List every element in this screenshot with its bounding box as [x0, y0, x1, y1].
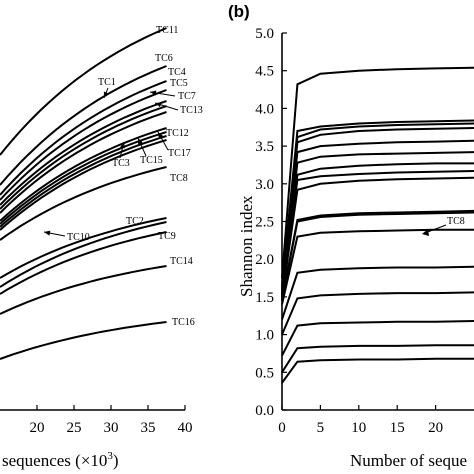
panel-a-line-tc5: [0, 89, 167, 201]
panel-b-y-tick-label: 4.0: [255, 101, 274, 117]
panel-b-y-tick-label: 4.5: [255, 64, 274, 80]
panel-b-line-17: [281, 357, 474, 384]
panel-b-x-tick-label: 0: [278, 420, 286, 436]
panel-a-line-tc9: [0, 231, 167, 295]
panel-b-y-axis-title: Shannon index: [237, 195, 256, 297]
panel-a-arrowhead-tc7: [150, 90, 157, 96]
panel-a-line-tc10: [0, 217, 167, 279]
panel-b-annotation-arrowhead: [422, 229, 429, 236]
panel-b-y-tick-label: 3.0: [255, 177, 274, 193]
panel-b-line-5: [281, 139, 474, 293]
panel-a-line-tc4: [0, 80, 167, 196]
panel-a-series-label-tc2: TC2: [126, 216, 144, 227]
panel-b-x-tick-label: 10: [351, 420, 366, 436]
panel-b-line-3: [281, 122, 474, 289]
panel-b-y-tick-label: 0.0: [255, 403, 274, 419]
panel-b-x-tick-label: 5: [317, 420, 325, 436]
panel-a-series-label-tc13: TC13: [180, 105, 203, 116]
panel-a-arrowhead-tc3: [120, 142, 125, 149]
panel-b-y-tick-label: 1.0: [255, 328, 274, 344]
panel-a-series-label-tc8: TC8: [170, 173, 188, 184]
panel-a-series-label-tc3: TC3: [112, 158, 130, 169]
panel-b-line-11: [281, 211, 474, 302]
panel-a-line-tc17: [0, 139, 167, 231]
panel-b-axes: 0.0 0.5 1.0 1.5 2.0 2.5 3.0 3.5 4.0 4.5 5.0 0 5 10 15 2…: [255, 26, 474, 436]
panel-a-x-axis-title: sequences (×103): [2, 450, 119, 470]
panel-b-line-4: [281, 127, 474, 290]
panel-a-arrowhead-tc15: [138, 138, 143, 145]
panel-a-series-label-tc9: TC9: [158, 231, 176, 242]
panel-a-line-tc12: [0, 127, 167, 222]
panel-b-line-16: [281, 344, 474, 373]
panel-a-arrowhead-tc17: [158, 132, 164, 139]
panel-b-x-axis-title: Number of seque: [350, 451, 467, 470]
panel-a-line-tc6: [0, 65, 167, 186]
panel-b-line-13: [281, 265, 474, 320]
panel-a-x-axis: 20 25 30 35 40: [0, 405, 193, 436]
panel-b-line-7: [281, 162, 474, 296]
panel-b-line-1: [281, 66, 474, 279]
panel-a-line-tc15: [0, 135, 167, 228]
panel-a-x-tick-label: 20: [30, 420, 45, 436]
panel-b-line-12: [281, 228, 474, 305]
panel-b-annotation-leader: [424, 224, 447, 234]
panel-b-line-10: [281, 209, 474, 301]
panel-a-x-tick-label: 40: [178, 420, 193, 436]
panel-b-y-tick-label: 1.5: [255, 290, 274, 306]
panel-b-y-tick-label: 2.0: [255, 252, 274, 268]
panel-b-y-tick-label: 0.5: [255, 365, 274, 381]
panel-a-line-tc1: [0, 100, 167, 206]
panel-a-series-label-tc10: TC10: [67, 232, 90, 243]
panel-a-series-label-tc15: TC15: [140, 155, 163, 166]
panel-a-line-tc14: [0, 265, 167, 315]
panel-a-series-label-tc11: TC11: [156, 25, 178, 36]
panel-a-x-tick-label: 30: [104, 420, 119, 436]
panel-a-arrowhead-tc1: [103, 91, 109, 98]
panel-b-y-tick-label: 3.5: [255, 139, 274, 155]
panel-b-label: (b): [228, 2, 250, 21]
panel-a-line-tc7: [0, 105, 167, 210]
panel-a-series-label-tc17: TC17: [168, 148, 191, 159]
panel-b-line-9: [281, 176, 474, 299]
panel-b-x-tick-label: 15: [390, 420, 405, 436]
panel-a-series-label-tc14: TC14: [170, 256, 193, 267]
panel-b-y-tick-label: 5.0: [255, 26, 274, 42]
panel-a-line-tc11: [0, 27, 167, 156]
panel-b-shannon: (b) TC8 0.0 0.5 1.0 1.5 2.0 2.5 3.0 3.5 4.0 4.5 5.…: [228, 2, 474, 470]
panel-a-x-tick-label: 35: [141, 420, 156, 436]
panel-b-annotation-tc8: TC8: [447, 216, 465, 227]
panel-a-series-label-tc12: TC12: [166, 128, 189, 139]
panel-a-line-tc13: [0, 111, 167, 214]
panel-a-line-tc2: [0, 221, 167, 288]
panel-a-series-label-tc16: TC16: [172, 317, 195, 328]
panel-a-series-label-tc7: TC7: [178, 91, 196, 102]
panel-b-line-15: [281, 320, 474, 357]
panel-a-arrowhead-tc10: [44, 230, 51, 236]
panel-b-line-6: [281, 151, 474, 295]
panel-a-series-label-tc1: TC1: [98, 77, 116, 88]
panel-b-line-8: [281, 170, 474, 298]
panel-b-line-14: [281, 291, 474, 335]
panel-a-series-label-tc6: TC6: [155, 53, 173, 64]
panel-a-line-tc16: [0, 321, 167, 360]
panel-a-line-tc8: [0, 166, 167, 241]
panel-b-line-2: [281, 119, 474, 286]
panel-a-x-tick-label: 25: [67, 420, 82, 436]
panel-a-arrowhead-tc13: [155, 102, 162, 108]
panel-b-y-tick-label: 2.5: [255, 215, 274, 231]
panel-b-series: TC8: [281, 66, 474, 384]
panel-b-x-tick-label: 20: [428, 420, 443, 436]
panel-a-series-label-tc5: TC5: [170, 78, 188, 89]
panel-a-series-label-tc4: TC4: [168, 67, 186, 78]
